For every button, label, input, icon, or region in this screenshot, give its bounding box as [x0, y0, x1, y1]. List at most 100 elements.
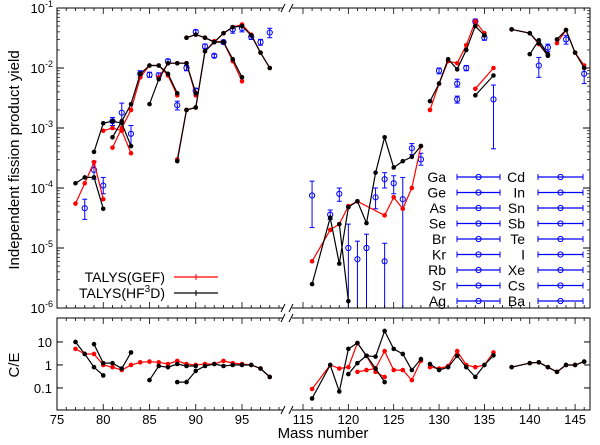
- ce-point: [373, 354, 378, 359]
- legend-label-se: Se: [429, 216, 446, 232]
- yield-point: [545, 51, 551, 57]
- legend-label-sn: Sn: [508, 200, 525, 216]
- yield-point: [82, 180, 88, 186]
- ce-point: [119, 366, 125, 371]
- yield-point: [193, 90, 199, 96]
- ce-point: [221, 358, 226, 364]
- yield-point: [473, 93, 478, 98]
- ce-point: [391, 346, 397, 352]
- ce-point: [554, 369, 560, 375]
- ce-point: [91, 364, 97, 370]
- yield-line: [511, 28, 549, 57]
- yield-point: [211, 39, 217, 45]
- ce-point: [563, 362, 569, 368]
- ce-point: [346, 371, 351, 377]
- ce-point: [355, 340, 360, 346]
- legend-marker: [557, 266, 564, 274]
- ce-point: [336, 389, 342, 394]
- ce-point: [230, 362, 236, 368]
- legend-label-hf3d: TALYS(HF3D): [79, 284, 165, 301]
- yield-point: [156, 63, 162, 68]
- x-tick-label: 140: [519, 412, 541, 427]
- y-tick-label: 10-2: [31, 59, 53, 76]
- legend-marker: [475, 204, 482, 212]
- ce-point: [258, 366, 263, 371]
- ce-point: [418, 356, 424, 362]
- axis-break-mark: [288, 303, 294, 313]
- yield-point: [202, 35, 208, 40]
- yield-point: [346, 298, 351, 304]
- yield-point: [110, 118, 115, 124]
- experiment-point: [463, 64, 470, 72]
- ce-point: [309, 386, 315, 392]
- yield-point: [73, 201, 78, 206]
- ce-point: [364, 353, 369, 359]
- experiment-point: [390, 180, 397, 187]
- experiment-point: [544, 44, 551, 51]
- yield-point: [400, 158, 406, 164]
- experiment-point: [266, 29, 273, 36]
- yield-point: [572, 50, 578, 55]
- y-tick-label: 10-3: [31, 119, 53, 136]
- yield-point: [184, 60, 189, 66]
- yield-point: [110, 134, 115, 140]
- yield-point: [563, 27, 569, 33]
- yield-point: [427, 98, 433, 104]
- legend-marker: [557, 251, 564, 258]
- yield-line: [474, 67, 494, 90]
- yield-point: [147, 101, 152, 107]
- yield-point: [100, 196, 106, 202]
- yield-point: [391, 165, 397, 170]
- yield-point: [554, 37, 560, 42]
- ce-point: [400, 351, 406, 357]
- ce-point: [454, 353, 460, 359]
- yield-point: [336, 221, 342, 227]
- yield-point: [174, 90, 180, 96]
- yield-point: [239, 23, 245, 29]
- experiment-point: [381, 176, 388, 183]
- legend-label-sr: Sr: [432, 278, 446, 294]
- y-tick-label: 10-6: [31, 299, 53, 316]
- experiment-point: [345, 244, 352, 252]
- ce-point: [482, 362, 487, 368]
- yield-point: [463, 47, 469, 53]
- yield-point: [174, 158, 180, 164]
- y-tick-label: 0.1: [34, 381, 52, 396]
- legend-marker: [557, 235, 564, 243]
- ce-point: [267, 374, 273, 380]
- yield-point: [147, 63, 152, 68]
- ce-point: [239, 362, 245, 368]
- yield-line: [74, 160, 104, 204]
- experiment-point: [201, 43, 209, 50]
- legend-label-in: In: [513, 185, 525, 201]
- yield-point: [221, 30, 226, 36]
- legend-label-te: Te: [510, 231, 525, 247]
- yield-point: [418, 143, 424, 149]
- ce-point: [82, 351, 88, 357]
- legend-marker: [475, 173, 482, 181]
- y-axis-label-bottom: C/E: [6, 352, 23, 377]
- yield-line: [103, 127, 132, 154]
- ce-point: [128, 350, 134, 355]
- ce-point: [309, 396, 315, 401]
- ce-point: [193, 363, 199, 369]
- ce-point: [445, 364, 451, 370]
- x-axis-label: Mass number: [278, 425, 369, 440]
- legend-marker: [475, 266, 482, 274]
- ce-point: [156, 360, 162, 365]
- ce-point: [174, 361, 180, 367]
- ce-point: [73, 346, 78, 352]
- yield-point: [491, 73, 496, 78]
- ce-point: [193, 368, 199, 374]
- legend-marker: [557, 297, 564, 305]
- legend-marker: [557, 189, 564, 196]
- x-tick-label: 95: [235, 412, 249, 427]
- experiment-point: [146, 71, 153, 78]
- ce-point: [336, 366, 342, 371]
- axis-break-mark: [280, 313, 286, 323]
- ce-point: [491, 353, 496, 358]
- ce-point: [211, 361, 217, 367]
- experiment-point: [90, 166, 98, 174]
- ce-line: [75, 341, 104, 376]
- experiment-point: [363, 244, 370, 252]
